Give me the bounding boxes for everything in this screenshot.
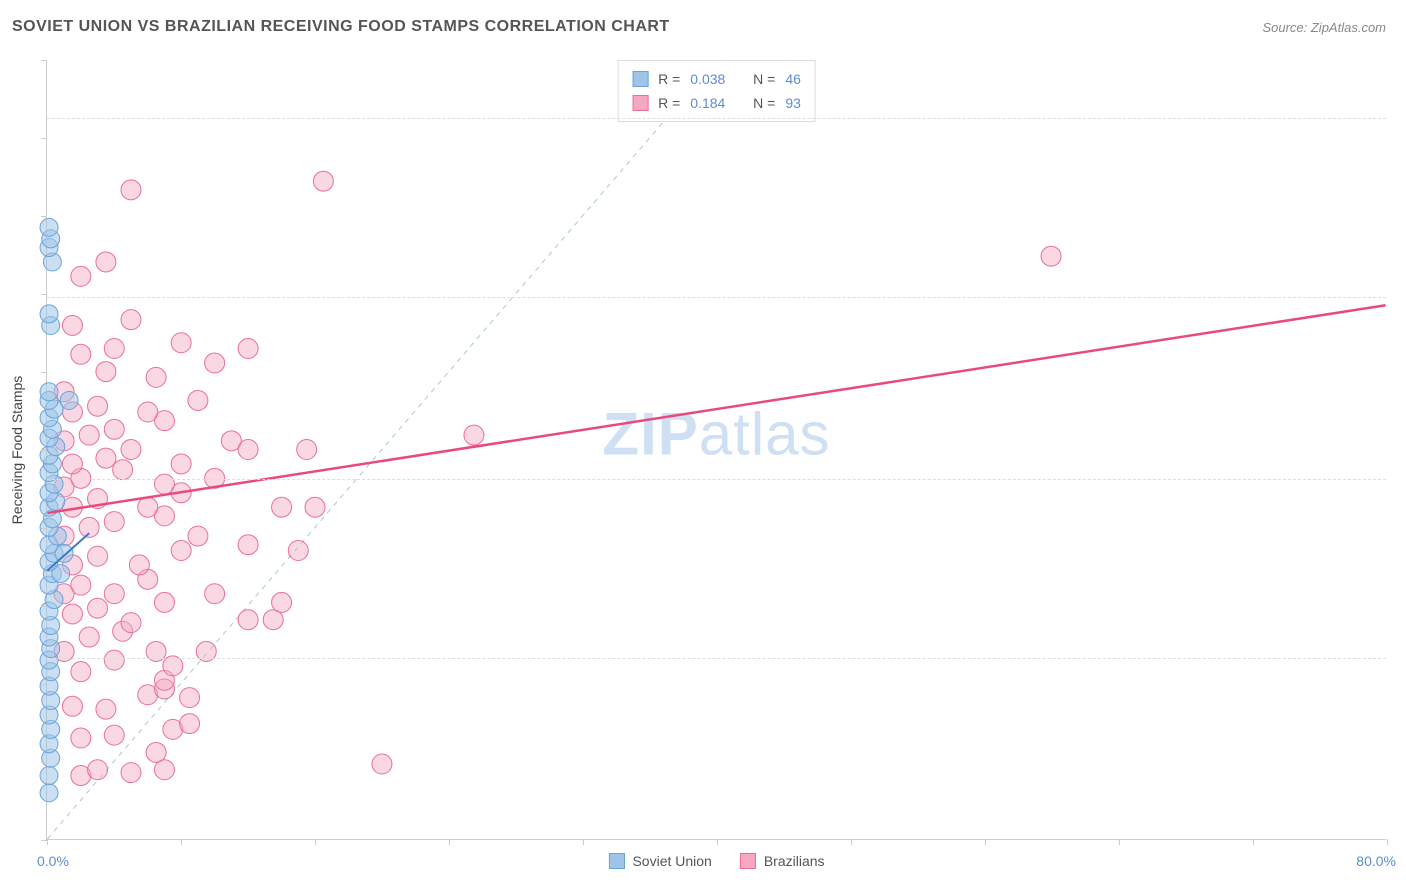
- legend-swatch: [608, 853, 624, 869]
- y-tick: [41, 216, 47, 217]
- x-axis-max-label: 80.0%: [1356, 853, 1396, 869]
- chart-header: SOVIET UNION VS BRAZILIAN RECEIVING FOOD…: [0, 0, 1406, 46]
- x-tick: [449, 839, 450, 845]
- x-tick: [1253, 839, 1254, 845]
- x-tick: [315, 839, 316, 845]
- y-tick: [41, 606, 47, 607]
- y-tick: [41, 684, 47, 685]
- x-tick: [1387, 839, 1388, 845]
- x-tick: [47, 839, 48, 845]
- chart-plot-area: ZIPatlas Receiving Food Stamps 0.0% 80.0…: [46, 60, 1386, 840]
- y-tick: [41, 372, 47, 373]
- y-axis-label: Receiving Food Stamps: [9, 375, 25, 524]
- x-tick: [1119, 839, 1120, 845]
- x-tick: [851, 839, 852, 845]
- x-tick: [583, 839, 584, 845]
- legend-item: Brazilians: [740, 853, 825, 869]
- chart-title: SOVIET UNION VS BRAZILIAN RECEIVING FOOD…: [12, 18, 670, 36]
- stats-row: R =0.038 N =46: [632, 67, 801, 91]
- x-tick: [985, 839, 986, 845]
- gridline: [47, 658, 1386, 659]
- legend-label: Soviet Union: [632, 853, 711, 869]
- legend-bottom: Soviet Union Brazilians: [608, 853, 824, 869]
- y-tick: [41, 450, 47, 451]
- legend-swatch: [632, 71, 648, 87]
- legend-label: Brazilians: [764, 853, 825, 869]
- legend-swatch: [740, 853, 756, 869]
- legend-swatch: [632, 95, 648, 111]
- gridline: [47, 118, 1386, 119]
- chart-source: Source: ZipAtlas.com: [1262, 20, 1386, 35]
- y-tick: [41, 138, 47, 139]
- y-tick: [41, 528, 47, 529]
- x-tick: [181, 839, 182, 845]
- chart-svg: [47, 60, 1386, 839]
- gridline: [47, 297, 1386, 298]
- legend-item: Soviet Union: [608, 853, 711, 869]
- y-tick: [41, 60, 47, 61]
- stats-row: R =0.184 N =93: [632, 91, 801, 115]
- gridline: [47, 479, 1386, 480]
- x-axis-min-label: 0.0%: [37, 853, 69, 869]
- x-tick: [717, 839, 718, 845]
- y-tick: [41, 294, 47, 295]
- y-tick: [41, 762, 47, 763]
- stats-legend-box: R =0.038 N =46R =0.184 N =93: [617, 60, 816, 122]
